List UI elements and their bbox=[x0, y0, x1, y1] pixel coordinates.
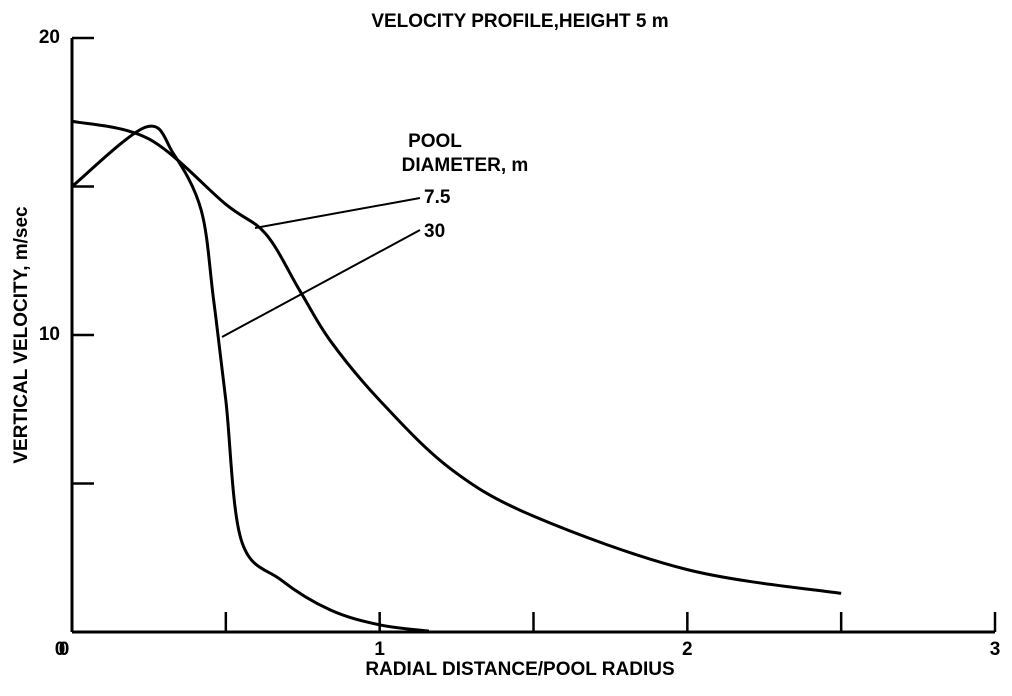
legend-label: 30 bbox=[424, 221, 445, 242]
chart-title: VELOCITY PROFILE,HEIGHT 5 m bbox=[371, 11, 668, 32]
y-tick-label: 10 bbox=[39, 324, 60, 345]
series-line bbox=[71, 124, 430, 633]
x-tick-label: 0 bbox=[59, 639, 70, 660]
x-axis-label: RADIAL DISTANCE/POOL RADIUS bbox=[365, 659, 674, 680]
legend-label: 7.5 bbox=[424, 187, 451, 208]
legend-title: DIAMETER, m bbox=[402, 155, 529, 176]
series-line bbox=[71, 119, 842, 595]
leader-line bbox=[221, 229, 421, 338]
legend-title: POOL bbox=[408, 131, 462, 152]
y-tick-label: 20 bbox=[39, 27, 60, 48]
origin-label: 0 bbox=[55, 639, 66, 660]
x-tick-label: 3 bbox=[990, 639, 1001, 660]
y-axis-label: VERTICAL VELOCITY, m/sec bbox=[11, 206, 32, 464]
leader-line bbox=[254, 197, 421, 229]
x-tick-label: 2 bbox=[682, 639, 693, 660]
x-tick-label: 1 bbox=[374, 639, 385, 660]
